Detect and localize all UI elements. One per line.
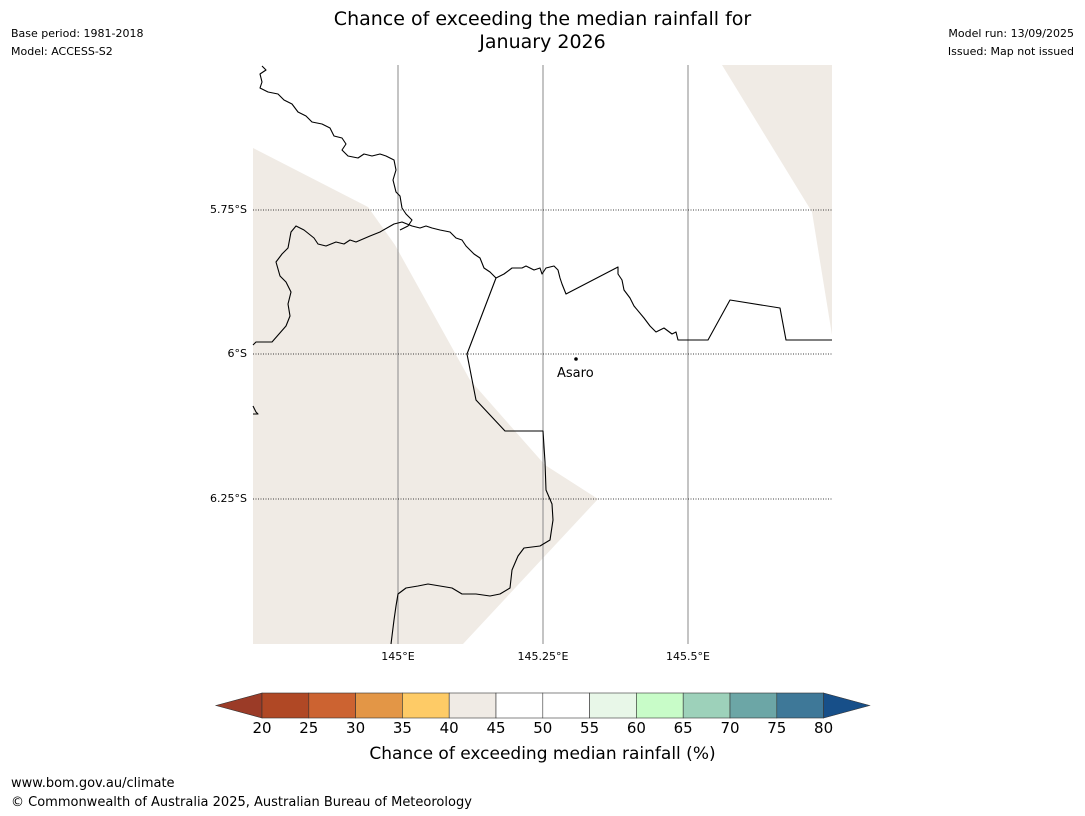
run-info: Model run: 13/09/2025 Issued: Map not is…	[948, 25, 1074, 61]
colorbar-tick-65: 65	[673, 719, 693, 737]
colorbar	[214, 692, 871, 719]
colorbar-tick-25: 25	[299, 719, 319, 737]
colorbar-tick-40: 40	[439, 719, 459, 737]
colorbar-tick-75: 75	[767, 719, 787, 737]
colorbar-segment-70_75	[729, 692, 778, 719]
colorbar-tick-20: 20	[252, 719, 272, 737]
colorbar-tick-30: 30	[346, 719, 366, 737]
colorbar-segment-25_30	[308, 692, 356, 719]
model-run-text: Model run: 13/09/2025	[948, 27, 1074, 40]
colorbar-segment-45_50	[495, 692, 544, 719]
colorbar-extend-low	[214, 692, 263, 719]
boundary-north	[259, 65, 413, 231]
colorbar-segment-75_80	[776, 692, 824, 719]
lat-label-6-25: 6.25°S	[210, 492, 247, 505]
colorbar-segment-50_55	[542, 692, 590, 719]
colorbar-segment-30_35	[355, 692, 403, 719]
boundary-south	[390, 277, 554, 645]
asaro-marker	[574, 357, 578, 361]
coast-fragment	[252, 405, 259, 415]
colorbar-segment-60_65	[636, 692, 684, 719]
shaded-region-west	[253, 148, 598, 644]
base-period-text: Base period: 1981-2018	[11, 27, 144, 40]
colorbar-tick-60: 60	[626, 719, 646, 737]
colorbar-segment-40_45	[448, 692, 497, 719]
colorbar-segment-35_40	[402, 692, 450, 719]
colorbar-tick-80: 80	[814, 719, 834, 737]
lat-label-6: 6°S	[227, 347, 247, 360]
colorbar-extend-high	[823, 692, 871, 719]
colorbar-segment-20_25	[261, 692, 310, 719]
colorbar-tick-45: 45	[486, 719, 506, 737]
colorbar-tick-35: 35	[392, 719, 412, 737]
issued-text: Issued: Map not issued	[947, 45, 1074, 58]
title-line-2: January 2026	[479, 31, 606, 53]
footer-url[interactable]: www.bom.gov.au/climate	[11, 776, 175, 791]
colorbar-segment-55_60	[589, 692, 637, 719]
colorbar-label: Chance of exceeding median rainfall (%)	[369, 744, 716, 764]
colorbar-segment-65_70	[682, 692, 731, 719]
model-text: Model: ACCESS-S2	[11, 45, 113, 58]
lon-label-145-5: 145.5°E	[666, 650, 710, 663]
lat-label-5-75: 5.75°S	[210, 203, 247, 216]
footer-copyright: © Commonwealth of Australia 2025, Austra…	[11, 795, 472, 810]
boundary-lines	[252, 65, 832, 645]
base-info: Base period: 1981-2018 Model: ACCESS-S2	[11, 25, 143, 61]
lon-label-145: 145°E	[381, 650, 415, 663]
place-label: Asaro	[557, 366, 594, 381]
shaded-region-northeast	[722, 65, 832, 335]
lon-label-145-25: 145.25°E	[517, 650, 569, 663]
colorbar-tick-50: 50	[533, 719, 553, 737]
title-line-1: Chance of exceeding the median rainfall …	[333, 8, 752, 30]
colorbar-tick-55: 55	[580, 719, 600, 737]
colorbar-tick-70: 70	[720, 719, 740, 737]
boundary-central	[252, 221, 832, 346]
map-title: Chance of exceeding the median rainfall …	[0, 8, 1085, 54]
